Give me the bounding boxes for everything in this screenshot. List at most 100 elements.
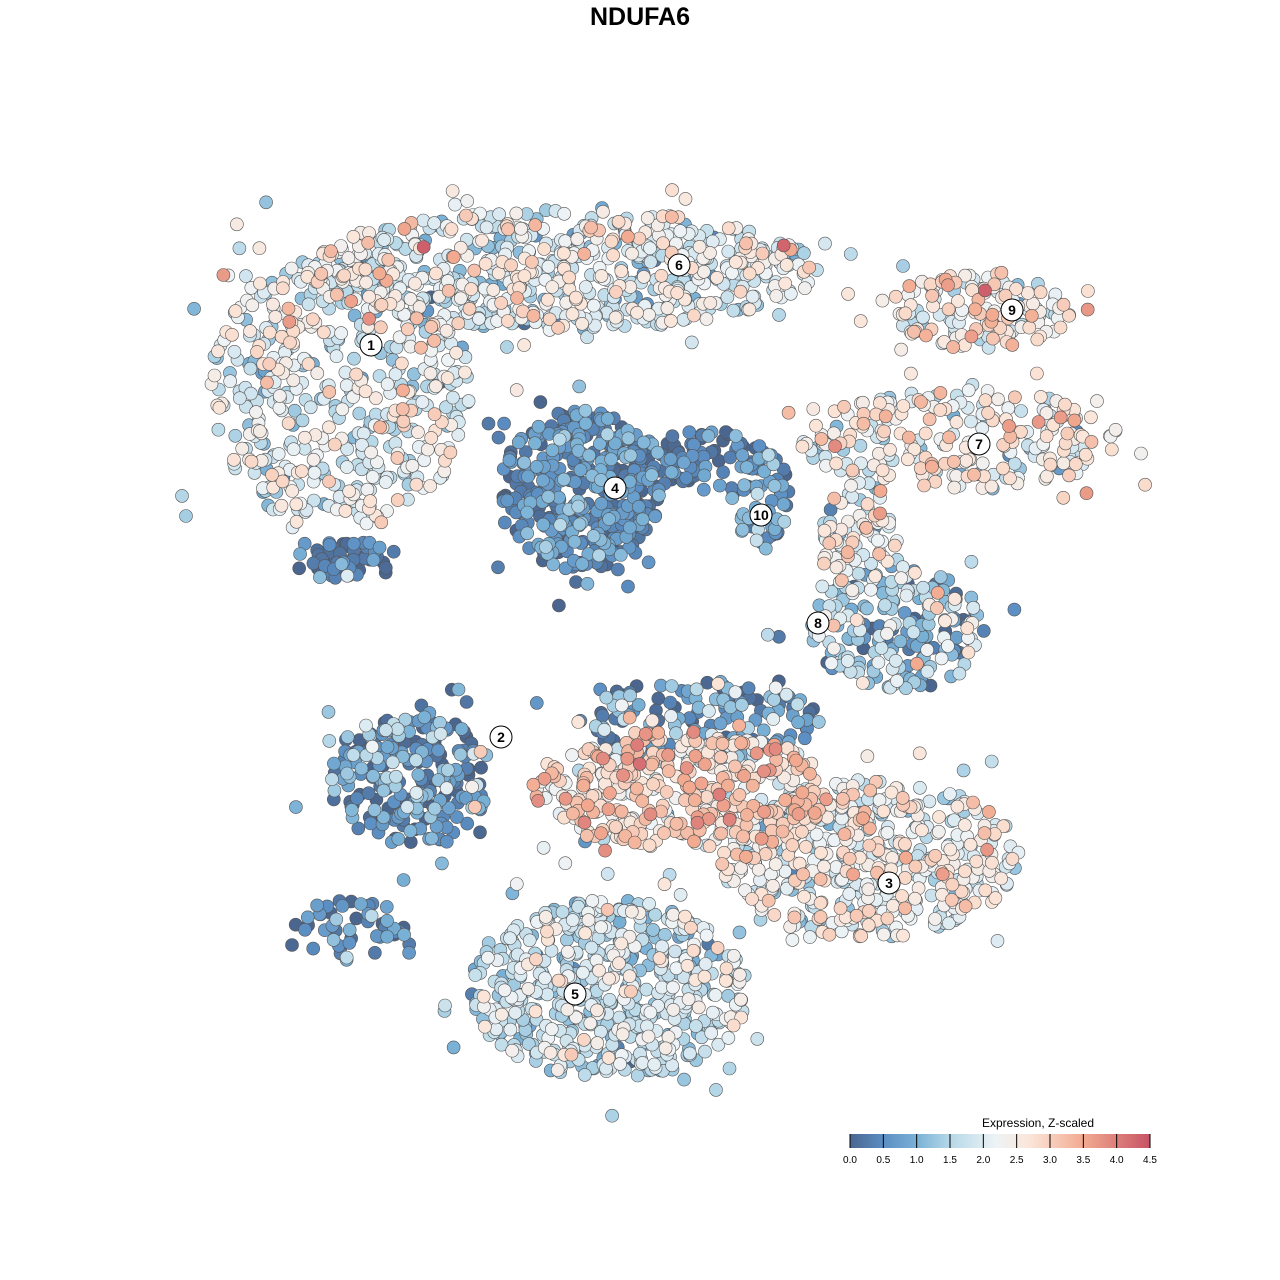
cell-point-cluster-3 <box>657 877 672 892</box>
cell-point-cluster-3 <box>664 709 678 723</box>
cell-point-cluster-3 <box>813 910 828 924</box>
cell-point-cluster-3 <box>597 722 612 737</box>
cell-point-cluster-2 <box>439 834 454 849</box>
cell-point-cluster-6 <box>818 236 832 251</box>
cell-point-cluster-6 <box>329 287 344 302</box>
cell-point-cluster-1 <box>427 407 442 422</box>
cell-point-cluster-7 <box>1084 410 1098 425</box>
cell-point-cluster-3 <box>861 918 876 932</box>
cell-point-cluster-3 <box>977 826 992 840</box>
cell-point-cluster-3 <box>739 849 753 864</box>
cell-point-cluster-5 <box>684 920 698 935</box>
cell-point-cluster-2 <box>327 756 341 771</box>
cell-point-cluster-5 <box>686 943 701 958</box>
cell-point-cluster-3 <box>686 725 701 739</box>
cell-point-cluster-1 <box>306 556 321 571</box>
cell-point-cluster-8 <box>826 641 841 656</box>
cluster-label-2: 2 <box>489 725 513 749</box>
cell-point-cluster-6 <box>565 307 580 321</box>
cell-point-cluster-8 <box>920 643 935 657</box>
cell-point-cluster-8 <box>938 614 952 628</box>
cell-point-cluster-6 <box>478 257 493 271</box>
cell-point-cluster-7 <box>1062 468 1076 483</box>
cell-point-cluster-3 <box>798 840 813 854</box>
cell-point-cluster-4 <box>728 429 743 443</box>
cell-point-cluster-4 <box>531 419 546 434</box>
cell-point-cluster-9 <box>1081 284 1095 298</box>
cell-point-cluster-5 <box>750 1032 765 1046</box>
cell-point-cluster-6 <box>558 234 573 248</box>
cell-point-cluster-7 <box>1134 446 1148 461</box>
cell-point-cluster-3 <box>646 777 660 792</box>
cell-point-cluster-3 <box>687 793 702 808</box>
cell-point-cluster-6 <box>445 184 460 198</box>
cluster-label-9: 9 <box>1000 298 1024 322</box>
cell-point-cluster-2 <box>306 941 321 956</box>
cell-point-cluster-2 <box>340 766 354 781</box>
cell-point-cluster-6 <box>427 216 442 230</box>
cell-point-cluster-5 <box>726 1018 741 1033</box>
cell-point-cluster-1 <box>283 335 297 350</box>
cell-point-cluster-4 <box>613 548 628 562</box>
cell-point-cluster-5 <box>705 1005 720 1020</box>
cell-point-cluster-1 <box>253 276 267 291</box>
cell-point-cluster-1 <box>380 377 395 392</box>
cell-point-cluster-1 <box>187 301 201 316</box>
cell-point-cluster-7 <box>967 467 981 482</box>
cell-point-cluster-7 <box>1090 394 1104 408</box>
cell-point-cluster-7 <box>942 430 956 445</box>
cell-point-cluster-3 <box>694 776 709 791</box>
cell-point-cluster-4 <box>578 416 593 431</box>
cell-point-cluster-8 <box>844 478 858 493</box>
cell-point-cluster-4 <box>676 455 691 470</box>
cell-point-cluster-4 <box>611 562 625 577</box>
cell-point-cluster-3 <box>599 690 614 705</box>
cell-point-cluster-7 <box>896 399 911 413</box>
cell-point-cluster-6 <box>596 205 610 219</box>
cell-point-cluster-2 <box>440 763 455 777</box>
cell-point-cluster-4 <box>723 450 738 465</box>
cell-point-cluster-1 <box>281 416 296 431</box>
cell-point-cluster-9 <box>925 288 939 303</box>
cell-point-cluster-8 <box>824 656 839 671</box>
cell-point-cluster-7 <box>829 456 844 471</box>
cell-point-cluster-7 <box>1056 490 1071 505</box>
cell-point-cluster-8 <box>840 545 855 560</box>
cell-point-cluster-3 <box>645 713 660 728</box>
cell-point-cluster-6 <box>486 283 501 297</box>
cell-point-cluster-9 <box>923 277 938 292</box>
cell-point-cluster-3 <box>896 928 910 943</box>
cell-point-cluster-4 <box>572 379 587 394</box>
cell-point-cluster-2 <box>335 899 350 913</box>
cell-point-cluster-9 <box>919 328 933 343</box>
cell-point-cluster-2 <box>350 791 364 806</box>
cell-point-cluster-6 <box>802 260 817 275</box>
cell-point-cluster-3 <box>723 700 738 715</box>
cell-point-cluster-3 <box>796 867 810 882</box>
cell-point-cluster-3 <box>627 835 642 850</box>
cell-point-cluster-4 <box>641 555 656 570</box>
cluster-label-text: 10 <box>753 507 769 523</box>
cell-point-cluster-1 <box>428 379 443 394</box>
cell-point-cluster-4 <box>582 448 597 463</box>
cell-point-cluster-3 <box>620 751 635 766</box>
cell-point-cluster-1 <box>347 351 361 366</box>
cell-point-cluster-3 <box>756 723 771 738</box>
cell-point-cluster-1 <box>363 494 378 508</box>
cell-point-cluster-4 <box>533 395 548 409</box>
cell-point-cluster-1 <box>272 389 287 403</box>
cell-point-cluster-8 <box>933 570 948 584</box>
cell-point-cluster-4 <box>604 452 618 467</box>
cell-point-cluster-3 <box>766 878 780 893</box>
cell-point-cluster-3 <box>745 892 759 906</box>
cell-point-cluster-6 <box>772 308 786 322</box>
cell-point-cluster-1 <box>260 375 274 390</box>
cell-point-cluster-5 <box>666 980 680 995</box>
cell-point-cluster-2 <box>397 927 411 942</box>
cell-point-cluster-2 <box>325 772 339 787</box>
cell-point-cluster-5 <box>478 1019 492 1034</box>
cell-point-cluster-5 <box>590 1036 605 1050</box>
cell-point-cluster-3 <box>813 896 828 910</box>
cell-point-cluster-4 <box>679 471 694 485</box>
cell-point-cluster-1 <box>284 261 299 276</box>
